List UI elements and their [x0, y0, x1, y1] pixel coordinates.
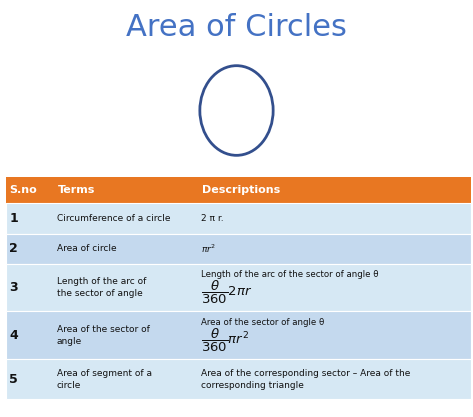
Text: Descriptions: Descriptions — [202, 186, 280, 195]
FancyBboxPatch shape — [6, 177, 471, 203]
FancyBboxPatch shape — [6, 203, 471, 234]
Text: Terms: Terms — [58, 186, 96, 195]
Text: 3: 3 — [9, 281, 18, 294]
Text: Length of the arc of
the sector of angle: Length of the arc of the sector of angle — [57, 277, 146, 298]
Text: Area of Circles: Area of Circles — [126, 13, 347, 42]
Text: Area of the sector of
angle: Area of the sector of angle — [57, 325, 149, 346]
Text: 4: 4 — [9, 329, 18, 342]
Text: 5: 5 — [9, 373, 18, 386]
FancyBboxPatch shape — [6, 264, 471, 311]
Text: Area of circle: Area of circle — [57, 244, 116, 253]
Text: Area of segment of a
circle: Area of segment of a circle — [57, 369, 152, 390]
Text: Length of the arc of the sector of angle θ: Length of the arc of the sector of angle… — [201, 270, 378, 279]
Text: 1: 1 — [9, 212, 18, 225]
Text: 2 π r.: 2 π r. — [201, 214, 224, 223]
FancyBboxPatch shape — [6, 359, 471, 399]
Text: Area of the corresponding sector – Area of the
corresponding triangle: Area of the corresponding sector – Area … — [201, 369, 411, 390]
Text: Circumference of a circle: Circumference of a circle — [57, 214, 170, 223]
Text: S.no: S.no — [9, 186, 37, 195]
FancyBboxPatch shape — [6, 311, 471, 359]
FancyBboxPatch shape — [6, 234, 471, 264]
Text: 2: 2 — [9, 242, 18, 255]
Text: $\dfrac{\theta}{360} \pi r^2$: $\dfrac{\theta}{360} \pi r^2$ — [201, 327, 249, 354]
Text: Area of the sector of angle θ: Area of the sector of angle θ — [201, 318, 324, 327]
Text: $\dfrac{\theta}{360} 2\pi r$: $\dfrac{\theta}{360} 2\pi r$ — [201, 279, 253, 306]
Text: $\pi r^2$: $\pi r^2$ — [201, 242, 216, 255]
